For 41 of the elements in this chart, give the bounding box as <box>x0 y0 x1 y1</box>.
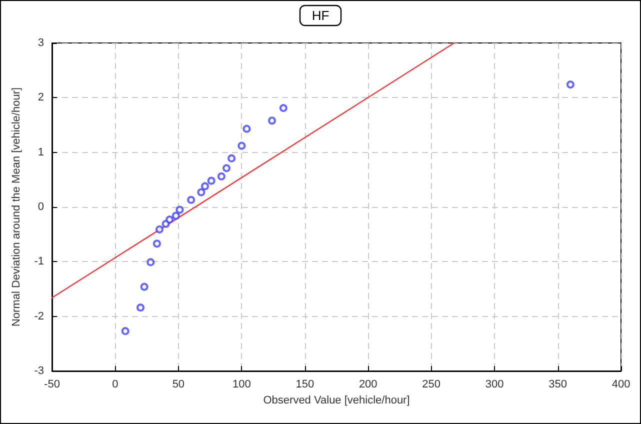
point <box>238 142 246 150</box>
point <box>140 282 148 291</box>
x-tick-label: 250 <box>422 378 441 390</box>
point <box>201 182 209 190</box>
y-tick-label: 0 <box>38 201 44 213</box>
point <box>222 164 230 172</box>
x-axis-title: Observed Value [vehicle/hour] <box>263 394 410 406</box>
point <box>166 216 174 224</box>
point <box>155 225 164 234</box>
y-tick-label: -1 <box>34 256 44 268</box>
x-tick-label: 150 <box>296 378 314 390</box>
point <box>228 154 236 162</box>
x-tick-label: 100 <box>232 378 251 390</box>
x-tick-label: 400 <box>612 378 630 390</box>
point <box>197 188 206 196</box>
x-tick-label: -50 <box>44 378 60 390</box>
y-tick-label: 3 <box>38 37 44 49</box>
x-tick-label: 300 <box>485 378 504 390</box>
point <box>172 212 180 220</box>
x-tick-label: 0 <box>112 378 118 390</box>
point <box>121 327 130 336</box>
point <box>207 176 216 185</box>
chart-title: HF <box>312 8 330 23</box>
x-tick-label: 50 <box>172 378 185 390</box>
x-tick-label: 200 <box>358 378 378 390</box>
point <box>217 172 226 180</box>
point <box>136 304 145 312</box>
y-tick-label: 1 <box>38 146 44 158</box>
point <box>279 104 288 112</box>
point <box>268 116 276 125</box>
y-axis-title: Normal Deviation around the Mean [vehicle/hour] <box>10 87 22 327</box>
point <box>242 124 251 133</box>
point <box>187 196 196 204</box>
y-tick-label: -2 <box>34 310 44 322</box>
point <box>566 80 574 89</box>
point <box>176 206 184 214</box>
x-tick-label: 350 <box>548 378 567 390</box>
y-tick-label: -3 <box>34 365 44 377</box>
y-tick-label: 2 <box>38 92 44 104</box>
point <box>152 240 161 248</box>
point <box>146 258 155 266</box>
